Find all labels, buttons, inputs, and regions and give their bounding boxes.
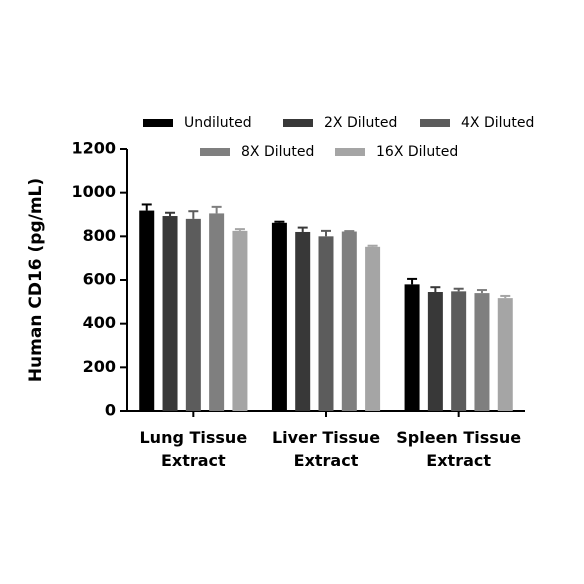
- bar: [474, 293, 490, 411]
- legend-label: Undiluted: [184, 115, 252, 131]
- y-tick-label: 1000: [71, 182, 116, 201]
- legend-swatch: [420, 119, 450, 127]
- legend-label: 8X Diluted: [241, 144, 314, 160]
- y-tick-label: 200: [83, 357, 116, 376]
- x-tick-label: Spleen Tissue Extract: [396, 428, 522, 470]
- bar: [271, 222, 287, 411]
- y-axis-title: Human CD16 (pg/mL): [26, 178, 46, 382]
- x-tick-label: Liver Tissue Extract: [271, 428, 381, 470]
- y-tick-label: 0: [105, 401, 116, 420]
- bar: [232, 230, 248, 411]
- x-tick-label: Lung Tissue Extract: [139, 428, 248, 470]
- legend-swatch: [283, 119, 313, 127]
- legend-label: 4X Diluted: [461, 115, 534, 131]
- y-tick-label: 600: [83, 270, 116, 289]
- y-tick-label: 1200: [71, 139, 116, 158]
- bar: [185, 218, 201, 411]
- bar: [341, 231, 357, 411]
- legend-swatch: [143, 119, 173, 127]
- bar: [209, 213, 225, 411]
- legend-swatch: [335, 148, 365, 156]
- bar: [497, 298, 513, 411]
- bar: [404, 284, 420, 411]
- legend-label: 16X Diluted: [376, 144, 458, 160]
- bar: [365, 246, 381, 411]
- y-tick-label: 400: [83, 313, 116, 332]
- legend-swatch: [200, 148, 230, 156]
- bar: [139, 210, 155, 411]
- bar: [427, 292, 443, 411]
- bar: [451, 291, 467, 411]
- bar: [318, 236, 334, 411]
- y-tick-label: 800: [83, 226, 116, 245]
- bar: [162, 216, 178, 411]
- legend-label: 2X Diluted: [324, 115, 397, 131]
- bar: [295, 231, 311, 411]
